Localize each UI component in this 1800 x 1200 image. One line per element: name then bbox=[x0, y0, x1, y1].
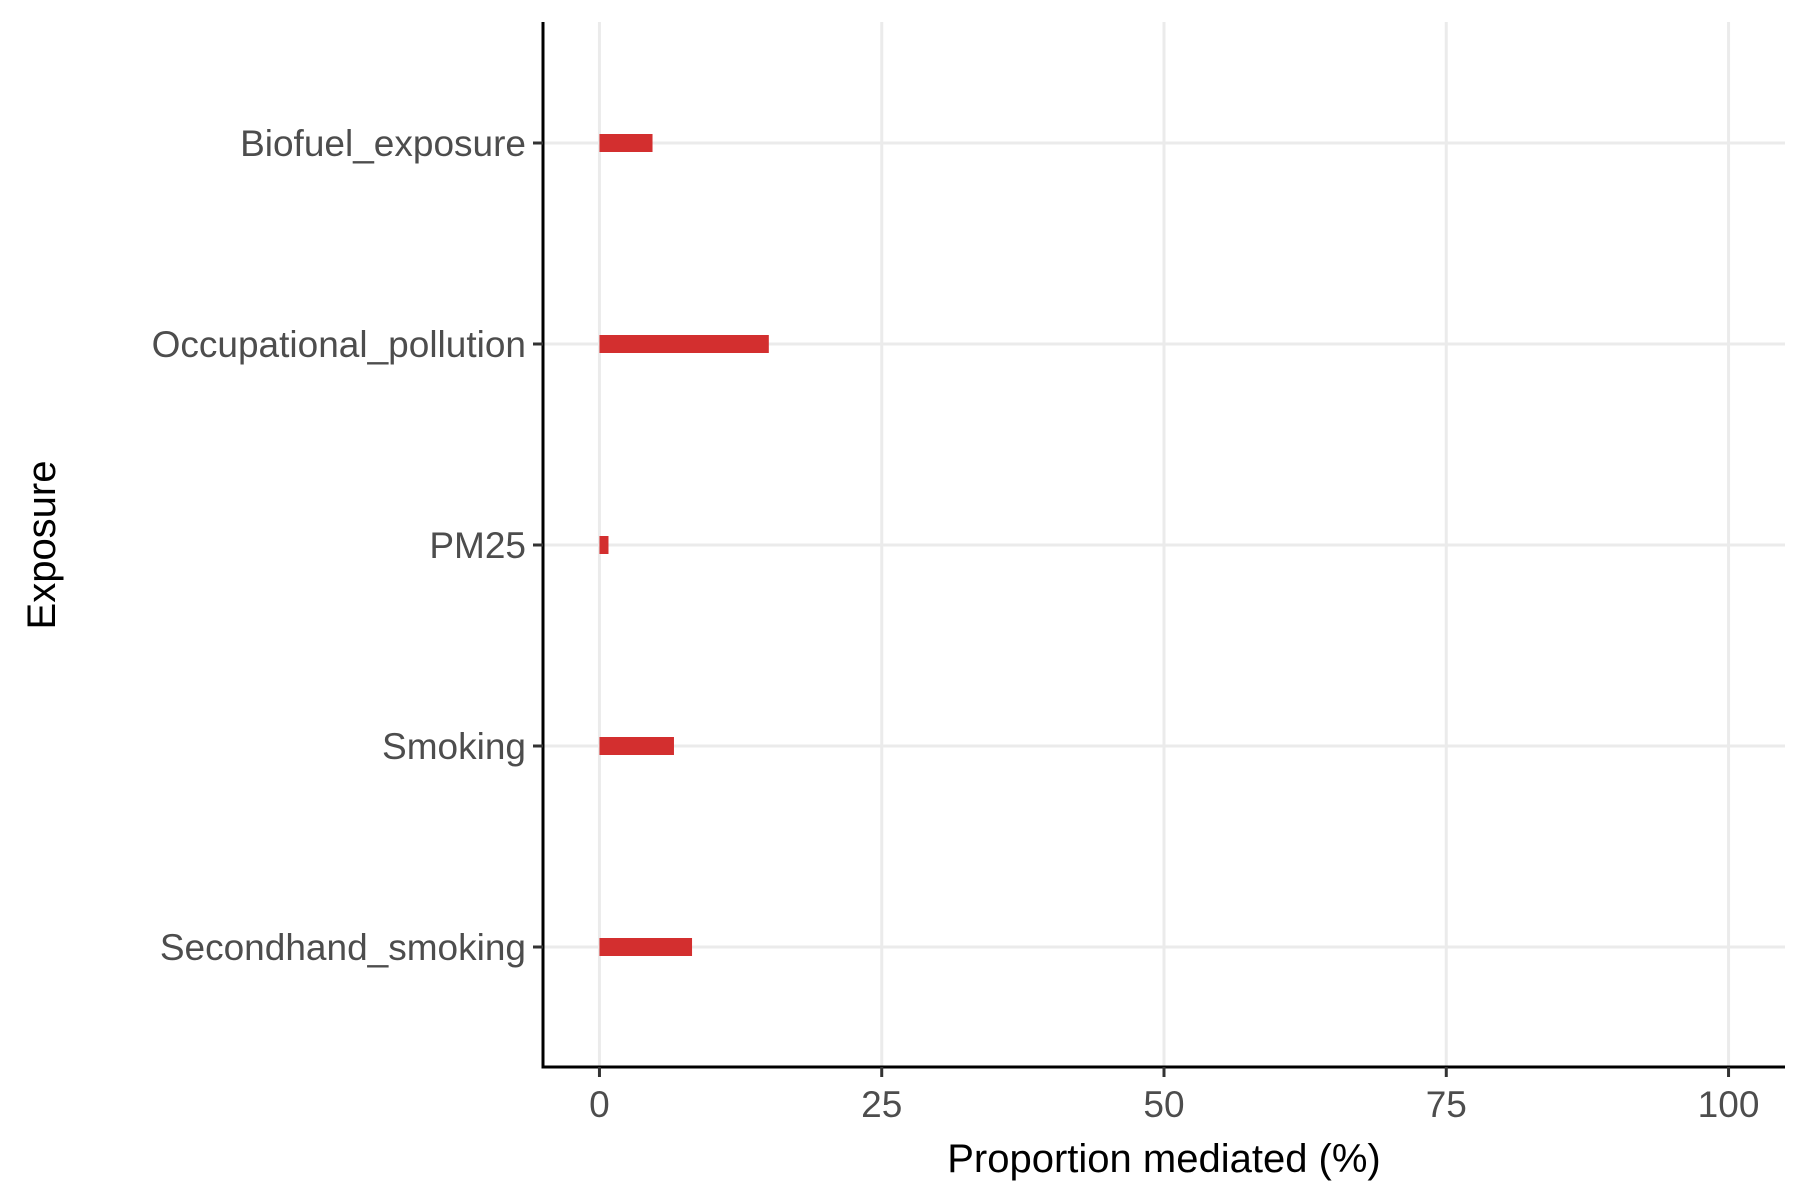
x-tick-label: 25 bbox=[861, 1084, 902, 1125]
bar bbox=[599, 134, 653, 152]
x-tick-label: 100 bbox=[1698, 1084, 1760, 1125]
x-tick-label: 75 bbox=[1426, 1084, 1467, 1125]
bars bbox=[599, 134, 769, 956]
x-tick-label: 0 bbox=[589, 1084, 610, 1125]
bar bbox=[599, 335, 769, 353]
bar bbox=[599, 536, 609, 554]
y-tick-label: Secondhand_smoking bbox=[160, 927, 526, 968]
y-axis-title: Exposure bbox=[20, 461, 64, 630]
x-axis-title: Proportion mediated (%) bbox=[947, 1137, 1381, 1181]
y-tick-label: Occupational_pollution bbox=[152, 324, 526, 365]
x-axis-ticks: 0 25 50 75 100 bbox=[589, 1067, 1759, 1125]
y-tick-label: Biofuel_exposure bbox=[240, 123, 526, 164]
y-tick-label: PM25 bbox=[429, 525, 526, 566]
grid-lines bbox=[543, 22, 1785, 1067]
bar bbox=[599, 737, 674, 755]
x-tick-label: 50 bbox=[1143, 1084, 1184, 1125]
y-tick-label: Smoking bbox=[382, 726, 526, 767]
y-axis-ticks: Biofuel_exposure Occupational_pollution PM… bbox=[152, 123, 543, 968]
bar bbox=[599, 938, 693, 956]
